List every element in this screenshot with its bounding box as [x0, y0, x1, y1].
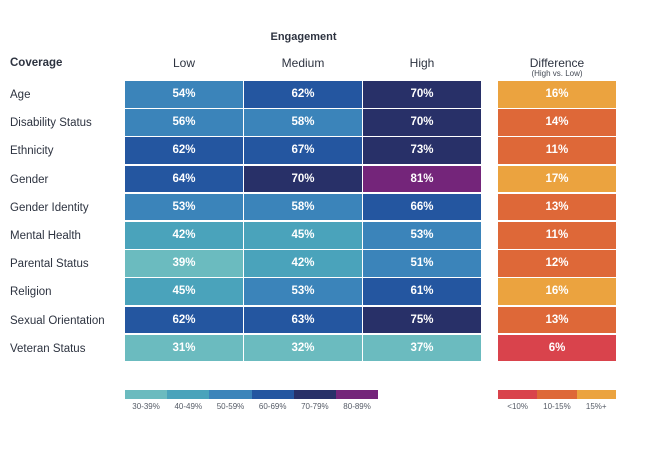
legend-label: 50-59% — [216, 402, 245, 411]
difference-cell: 16% — [498, 81, 616, 108]
heatmap-cell: 37% — [363, 334, 481, 362]
heatmap-cell: 45% — [244, 222, 362, 249]
heatmap-cell: 70% — [363, 109, 481, 136]
row-label: Gender — [10, 173, 49, 186]
legend-swatch — [209, 390, 252, 399]
difference-legend-label: <10% — [507, 402, 528, 411]
difference-legend-swatch — [576, 390, 616, 399]
row-label: Religion — [10, 286, 52, 299]
legend-label: 70-79% — [301, 402, 329, 411]
row-label: Ethnicity — [10, 145, 54, 158]
heatmap-cell: 56% — [125, 109, 243, 136]
heatmap-cell: 70% — [363, 81, 481, 108]
heatmap-cell: 45% — [125, 278, 243, 306]
heatmap-cell: 53% — [125, 193, 243, 221]
group-title: Engagement — [270, 31, 337, 43]
heatmap-cell: 73% — [363, 137, 481, 165]
column-header-low: Low — [172, 56, 195, 70]
row-header: Coverage — [10, 57, 63, 69]
heatmap-cell: 51% — [363, 250, 481, 277]
difference-cell: 16% — [498, 278, 616, 306]
heatmap-cell: 61% — [363, 278, 481, 306]
heatmap-cell: 62% — [244, 81, 362, 108]
heatmap-cell: 54% — [125, 81, 243, 108]
heatmap-cell: 31% — [125, 334, 243, 362]
row-label: Age — [10, 89, 31, 101]
difference-cell: 11% — [498, 137, 616, 165]
heatmap-cell: 39% — [125, 250, 243, 277]
difference-cell: 11% — [498, 222, 616, 249]
heatmap-cell: 62% — [125, 137, 243, 165]
legend-swatch — [251, 390, 294, 399]
heatmap-cell: 67% — [244, 137, 362, 165]
difference-cell: 6% — [498, 334, 616, 362]
difference-cell: 13% — [498, 306, 616, 334]
legend-swatch — [336, 390, 379, 399]
heatmap-cell: 58% — [244, 109, 362, 136]
legend-swatch — [125, 390, 168, 399]
difference-cell: 12% — [498, 250, 616, 277]
difference-cell: 14% — [498, 109, 616, 136]
difference-subheader: (High vs. Low) — [531, 69, 583, 78]
difference-legend-swatch — [537, 390, 577, 399]
heatmap-cell: 62% — [125, 306, 243, 334]
heatmap-cell: 42% — [125, 222, 243, 249]
difference-cell: 17% — [498, 165, 616, 193]
heatmap-cell: 75% — [363, 306, 481, 334]
column-header-high: High — [409, 56, 435, 70]
legend-label: 80-89% — [343, 402, 371, 411]
legend-label: 40-49% — [174, 402, 203, 411]
heatmap-cell: 66% — [363, 193, 481, 221]
heatmap-cell: 53% — [363, 222, 481, 249]
difference-cell: 13% — [498, 193, 616, 221]
legend-label: 60-69% — [258, 402, 287, 411]
legend-swatch — [293, 390, 336, 399]
heatmap-cell: 42% — [244, 250, 362, 277]
heatmap-cell: 32% — [244, 334, 362, 362]
row-label: Disability Status — [10, 117, 92, 130]
row-label: Veteran Status — [10, 342, 86, 355]
heatmap-cell: 70% — [244, 165, 362, 193]
row-label: Gender Identity — [10, 201, 89, 214]
legend-swatch — [167, 390, 210, 399]
difference-legend-swatch — [498, 390, 538, 399]
heatmap-cell: 64% — [125, 165, 243, 193]
heatmap-cell: 81% — [363, 165, 481, 193]
heatmap-cell: 58% — [244, 193, 362, 221]
heatmap-cell: 63% — [244, 306, 362, 334]
row-label: Sexual Orientation — [10, 314, 105, 327]
heatmap-cell: 53% — [244, 278, 362, 306]
difference-header: Difference — [529, 56, 585, 70]
row-label: Mental Health — [10, 230, 81, 242]
row-label: Parental Status — [10, 258, 89, 271]
difference-legend-label: 15%+ — [585, 402, 607, 411]
difference-legend-label: 10-15% — [543, 402, 571, 411]
column-header-medium: Medium — [281, 56, 325, 70]
legend-label: 30-39% — [132, 402, 160, 411]
